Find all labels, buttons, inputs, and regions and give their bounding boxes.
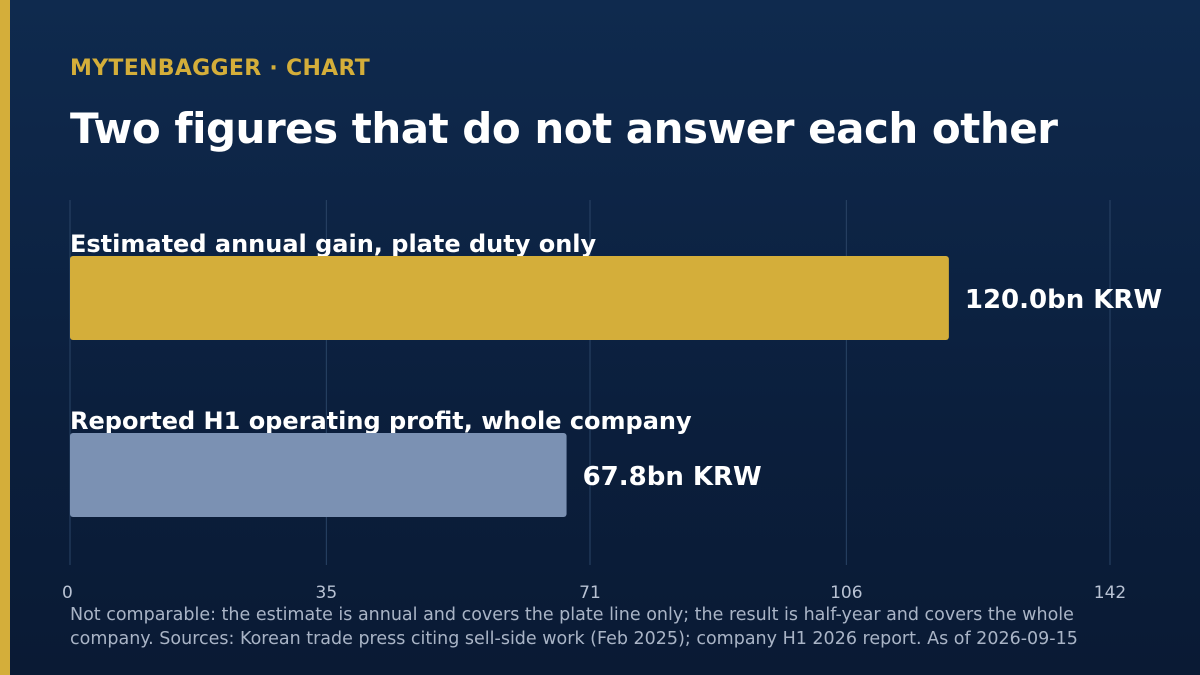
x-tick-label: 0 [62, 583, 73, 603]
kicker-label: MYTENBAGGER · CHART [70, 56, 371, 81]
bar-category-label: Reported H1 operating profit, whole comp… [70, 407, 692, 435]
accent-stripe [0, 0, 10, 675]
x-tick-label: 106 [830, 583, 862, 603]
bar [70, 433, 567, 517]
chart-title: Two figures that do not answer each othe… [70, 104, 1058, 153]
x-tick-label: 35 [316, 583, 338, 603]
bar-value-label: 67.8bn KRW [583, 462, 762, 492]
x-tick-label: 71 [579, 583, 601, 603]
source-footnote: Not comparable: the estimate is annual a… [70, 605, 1078, 649]
x-tick-label: 142 [1094, 583, 1126, 603]
x-axis-ticks: 0 35 71 106 142 [62, 583, 1126, 603]
bar-value-label: 120.0bn KRW [965, 285, 1162, 315]
bar-category-label: Estimated annual gain, plate duty only [70, 230, 597, 258]
bars: Estimated annual gain, plate duty only 12… [70, 230, 1162, 517]
bar [70, 256, 949, 340]
